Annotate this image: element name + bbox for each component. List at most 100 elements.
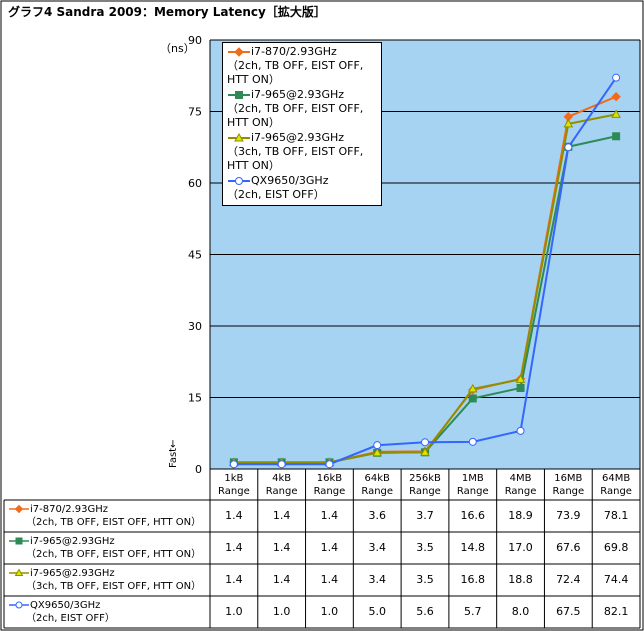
x-tick-label: 1kB Range <box>218 473 250 497</box>
marker <box>372 447 383 457</box>
legend-swatch <box>228 47 250 57</box>
row-name-text: i7-965@2.93GHz <box>30 568 115 579</box>
table-cell: 1.0 <box>320 605 339 618</box>
legend-detail: （2ch, TB OFF, EIST OFF, HTT ON） <box>227 59 364 86</box>
marker <box>611 109 621 118</box>
marker <box>235 177 243 185</box>
marker <box>235 91 243 99</box>
marker <box>468 437 477 446</box>
table-cell: 3.5 <box>416 573 434 586</box>
x-tick-label: 4MB Range <box>504 473 537 497</box>
table-cell: 3.5 <box>416 541 434 554</box>
row-name: QX9650/3GHz <box>8 599 208 612</box>
marker <box>564 143 573 152</box>
marker <box>611 92 621 102</box>
y-tick-label: 90 <box>188 34 202 47</box>
table-cell: 5.7 <box>464 605 482 618</box>
x-tick-label: 1MB Range <box>456 473 489 497</box>
row-label: i7-870/2.93GHz （2ch, TB OFF, EIST OFF, HT… <box>8 503 208 529</box>
legend-item: i7-965@2.93GHz （2ch, TB OFF, EIST OFF, HT… <box>227 88 377 130</box>
table-cell: 3.6 <box>368 509 386 522</box>
y-tick-label: 30 <box>188 320 202 333</box>
table-cell: 72.4 <box>556 573 581 586</box>
row-name: i7-965@2.93GHz <box>8 535 208 548</box>
y-tick-label: 60 <box>188 177 202 190</box>
row-name: i7-870/2.93GHz <box>8 503 208 516</box>
marker <box>421 438 429 447</box>
marker <box>516 383 525 392</box>
y-tick-label: 75 <box>188 106 202 119</box>
y-tick-label: 0 <box>195 463 202 476</box>
row-name-text: i7-965@2.93GHz <box>30 536 115 547</box>
table-cell: 1.4 <box>225 509 243 522</box>
legend-label: i7-870/2.93GHz <box>251 45 337 58</box>
table-cell: 1.4 <box>225 541 243 554</box>
marker <box>234 132 244 142</box>
marker <box>14 504 24 514</box>
row-swatch <box>9 537 29 545</box>
table-cell: 73.9 <box>556 509 581 522</box>
row-swatch <box>9 601 29 609</box>
y-axis-unit: （ns） <box>160 42 195 55</box>
table-cell: 67.5 <box>556 605 581 618</box>
x-tick-label: 4kB Range <box>265 473 298 497</box>
marker <box>14 568 24 576</box>
table-cell: 67.6 <box>556 541 581 554</box>
legend-swatch <box>228 177 250 185</box>
legend-detail: （2ch, TB OFF, EIST OFF, HTT ON） <box>227 102 364 129</box>
legend-detail: （2ch, EIST OFF） <box>227 188 325 201</box>
row-detail: （2ch, EIST OFF） <box>26 613 115 624</box>
y-tick-label: 15 <box>188 392 202 405</box>
marker <box>563 118 574 128</box>
table-cell: 5.6 <box>416 605 434 618</box>
legend-swatch <box>228 132 250 142</box>
table-cell: 1.4 <box>320 509 339 522</box>
marker <box>15 601 23 609</box>
row-swatch <box>9 568 29 576</box>
row-name: i7-965@2.93GHz <box>8 567 208 580</box>
row-label: QX9650/3GHz （2ch, EIST OFF） <box>8 599 208 625</box>
table-cell: 1.4 <box>320 573 339 586</box>
legend-swatch <box>228 91 250 99</box>
table-cell: 1.4 <box>225 573 243 586</box>
legend-label: QX9650/3GHz <box>251 174 329 187</box>
table-cell: 69.8 <box>603 541 629 554</box>
legend: i7-870/2.93GHz （2ch, TB OFF, EIST OFF, HT… <box>222 42 382 206</box>
y-tick-label: 45 <box>188 249 202 262</box>
row-label: i7-965@2.93GHz （2ch, TB OFF, EIST OFF, HT… <box>8 535 208 561</box>
table-cell: 16.6 <box>460 509 486 522</box>
marker <box>15 537 23 545</box>
legend-item: i7-870/2.93GHz （2ch, TB OFF, EIST OFF, HT… <box>227 45 377 87</box>
row-label: i7-965@2.93GHz （3ch, TB OFF, EIST OFF, HT… <box>8 567 208 593</box>
table-cell: 18.8 <box>508 573 533 586</box>
row-detail: （3ch, TB OFF, EIST OFF, HTT ON） <box>26 581 202 592</box>
table-cell: 18.9 <box>508 509 533 522</box>
row-name-text: i7-870/2.93GHz <box>30 504 108 515</box>
table-cell: 16.8 <box>460 573 486 586</box>
table-cell: 1.4 <box>272 573 291 586</box>
table-cell: 17.0 <box>508 541 533 554</box>
table-cell: 8.0 <box>511 605 530 618</box>
x-tick-label: 256kB Range <box>409 473 441 497</box>
table-cell: 5.0 <box>368 605 386 618</box>
marker <box>373 441 382 450</box>
table-cell: 82.1 <box>603 605 629 618</box>
table-cell: 1.4 <box>320 541 339 554</box>
table-cell: 74.4 <box>603 573 629 586</box>
table-cell: 3.4 <box>368 541 386 554</box>
row-name-text: QX9650/3GHz <box>30 600 101 611</box>
table-cell: 3.4 <box>368 573 386 586</box>
marker <box>468 394 477 403</box>
marker <box>420 447 430 456</box>
marker <box>467 383 478 393</box>
table-cell: 1.0 <box>225 605 243 618</box>
row-swatch <box>9 504 29 514</box>
marker <box>515 374 526 383</box>
table-cell: 1.4 <box>272 509 291 522</box>
row-detail: （2ch, TB OFF, EIST OFF, HTT ON） <box>26 549 202 560</box>
table-cell: 3.7 <box>416 509 434 522</box>
legend-label: i7-965@2.93GHz <box>251 88 345 101</box>
marker <box>516 426 525 435</box>
legend-label: i7-965@2.93GHz <box>251 131 345 144</box>
x-tick-label: 64MB Range <box>600 473 632 497</box>
